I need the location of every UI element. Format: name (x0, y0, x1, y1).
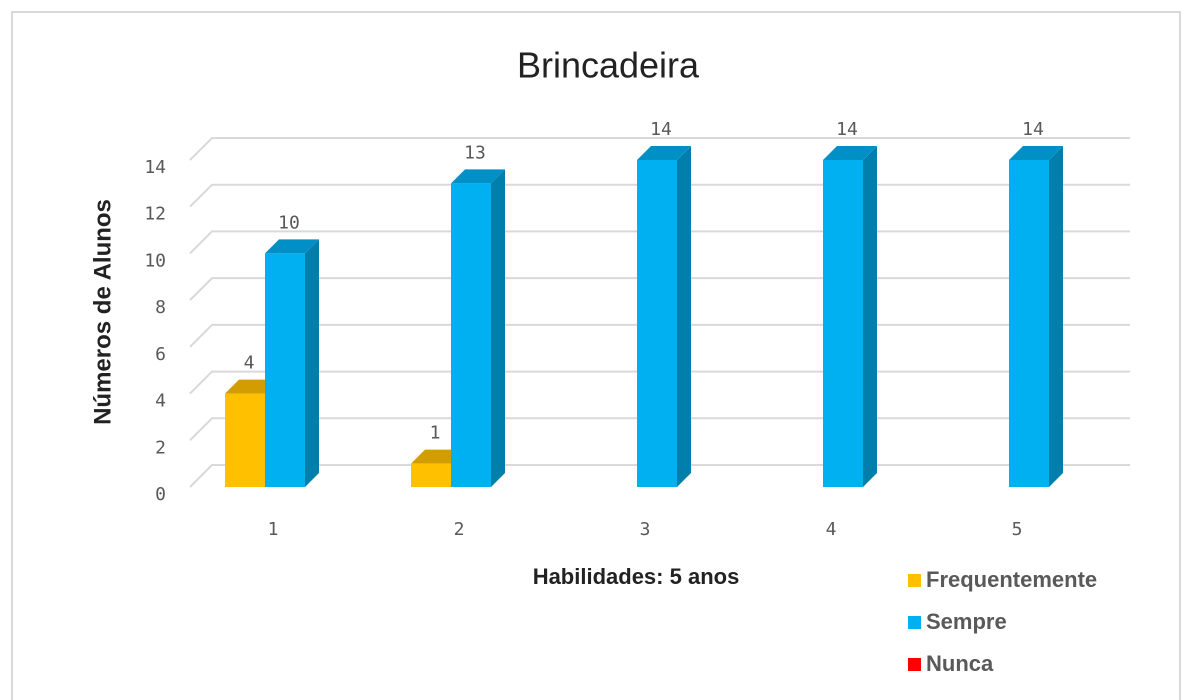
bar (265, 253, 305, 487)
x-tick-label: 2 (454, 519, 465, 540)
bar-side (491, 169, 505, 487)
y-tick-label: 4 (155, 391, 166, 412)
legend-label: Nunca (926, 651, 994, 676)
y-tick-label: 2 (155, 437, 166, 458)
y-tick-label: 14 (144, 157, 166, 178)
bar-side (1049, 146, 1063, 487)
x-axis-title: Habilidades: 5 anos (533, 564, 740, 589)
bar-side (305, 239, 319, 487)
chart-border (11, 11, 1181, 700)
data-label: 10 (278, 212, 300, 233)
bar-side (677, 146, 691, 487)
data-label: 4 (244, 353, 255, 374)
bar (637, 160, 677, 487)
bar (225, 393, 265, 487)
legend-swatch (908, 658, 921, 671)
data-label: 13 (464, 142, 486, 163)
y-tick-label: 10 (144, 250, 166, 271)
bar (823, 160, 863, 487)
bar-top (823, 146, 877, 160)
bar-top (265, 239, 319, 254)
data-label: 1 (430, 423, 441, 444)
legend-label: Sempre (926, 609, 1007, 634)
bar-top (1009, 146, 1063, 160)
y-tick-label: 0 (155, 484, 166, 505)
grid-line (189, 137, 1130, 161)
chart-title: Brincadeira (517, 45, 700, 86)
bar (451, 183, 491, 487)
bar (1009, 160, 1049, 487)
bar-top (637, 146, 691, 160)
y-tick-label: 12 (144, 204, 166, 225)
data-label: 14 (1022, 119, 1044, 140)
legend-swatch (908, 616, 921, 629)
x-tick-label: 1 (268, 519, 279, 540)
y-axis-title: Números de Alunos (89, 199, 116, 425)
x-tick-label: 4 (826, 519, 837, 540)
x-tick-label: 3 (640, 519, 651, 540)
x-tick-label: 5 (1012, 519, 1023, 540)
y-tick-label: 6 (155, 344, 166, 365)
y-tick-label: 8 (155, 297, 166, 318)
bar-side (863, 146, 877, 487)
bar-top (451, 169, 505, 184)
data-label: 14 (650, 119, 672, 140)
legend-swatch (908, 574, 921, 587)
bar (411, 463, 451, 487)
legend-label: Frequentemente (926, 567, 1097, 592)
data-label: 14 (836, 119, 858, 140)
